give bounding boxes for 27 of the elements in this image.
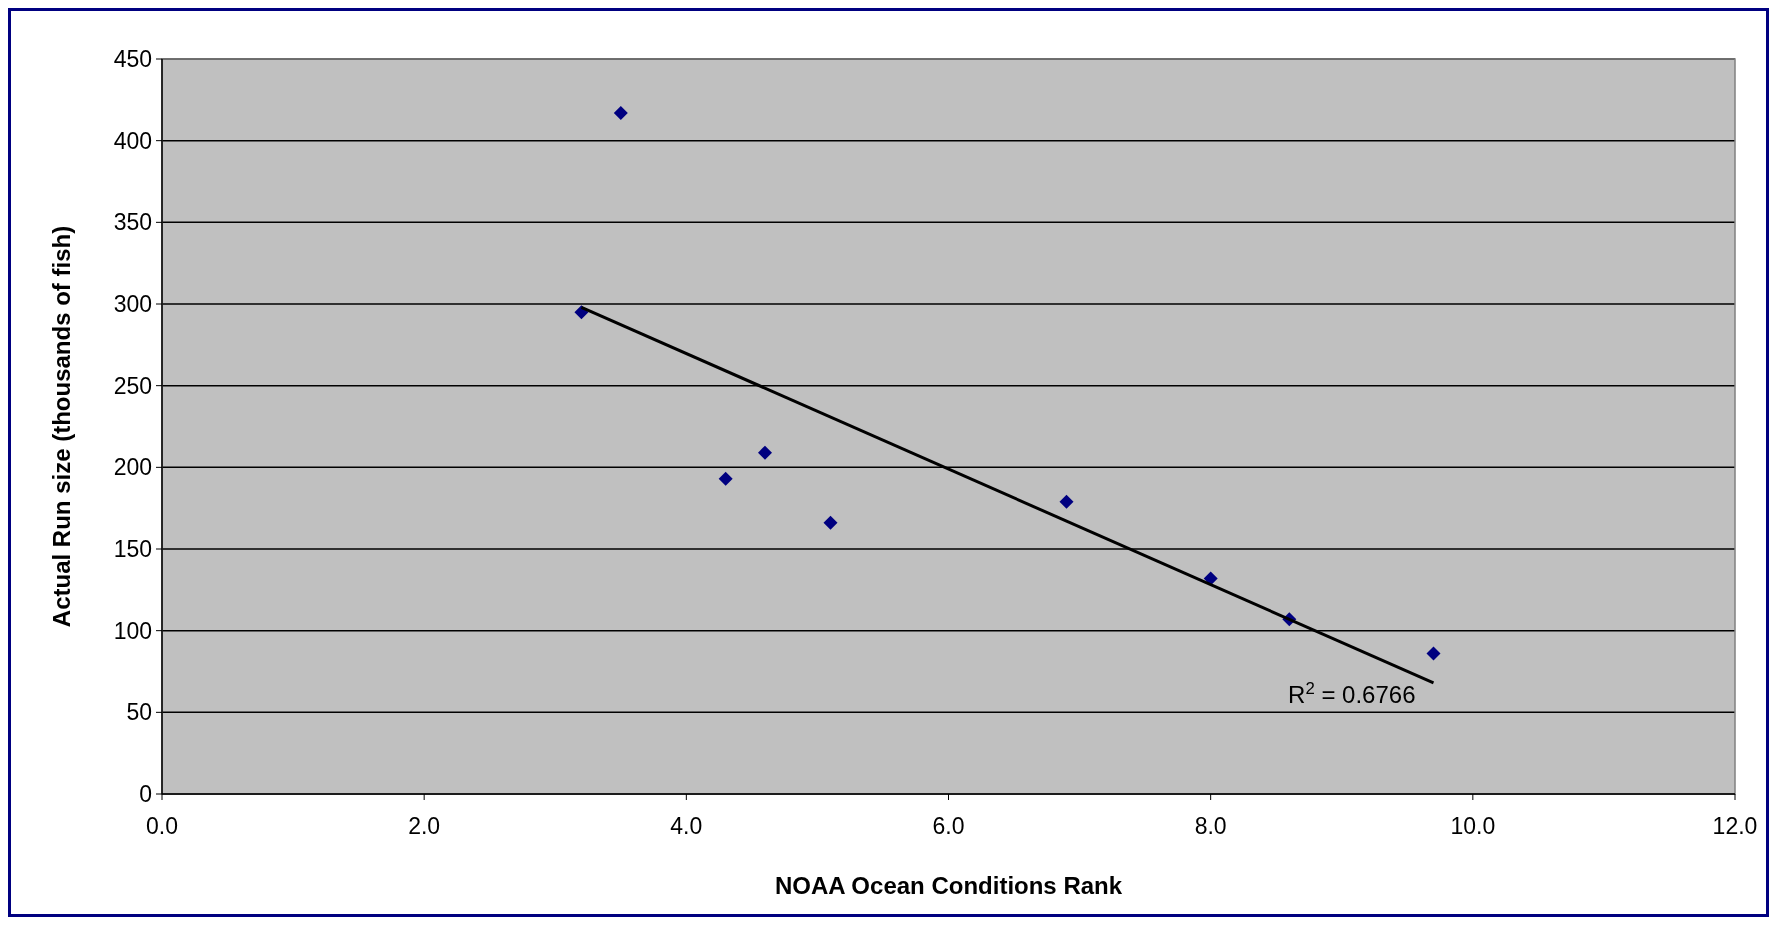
y-tick-label: 300 [113, 291, 152, 318]
point [1426, 646, 1441, 661]
point [823, 515, 838, 530]
x-tick-label: 4.0 [670, 813, 703, 839]
point [1059, 494, 1074, 509]
y-axis-title: Actual Run size (thousands of fish) [48, 225, 75, 628]
y-tick-label: 150 [113, 536, 152, 563]
x-tick-label: 8.0 [1194, 813, 1227, 839]
x-tick-label: 10.0 [1450, 813, 1496, 839]
point [613, 105, 628, 120]
x-tick-label: 6.0 [932, 813, 965, 839]
y-tick-label: 250 [113, 372, 152, 399]
y-tick-label: 100 [113, 617, 152, 644]
x-tick-label: 2.0 [408, 813, 441, 839]
y-tick-label: 50 [126, 699, 152, 726]
point [757, 445, 772, 460]
y-tick-label: 200 [113, 454, 152, 481]
x-axis-title: NOAA Ocean Conditions Rank [774, 872, 1123, 899]
annotation: R$^{2}$ = 0.6766 [1288, 678, 1416, 708]
x-tick-label: 12.0 [1712, 813, 1758, 839]
y-tick-label: 350 [113, 209, 152, 236]
x-tick-label: 0.0 [146, 813, 178, 839]
y-tick-label: 450 [113, 46, 152, 73]
y-tick-label: 0 [139, 781, 152, 808]
point [718, 471, 733, 486]
y-tick-label: 400 [113, 127, 152, 154]
point [1203, 571, 1218, 586]
